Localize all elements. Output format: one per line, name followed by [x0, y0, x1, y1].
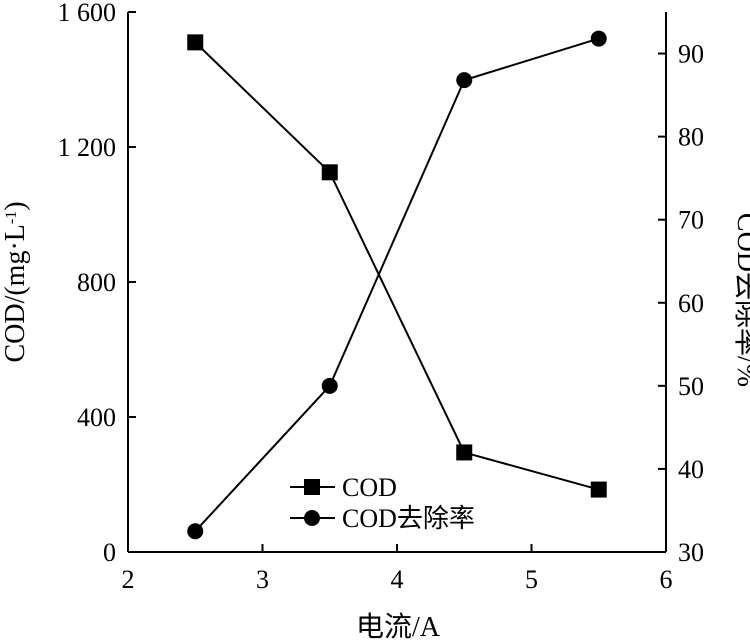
y-tick-label: 0: [103, 538, 116, 567]
x-axis-title: 电流/A: [356, 611, 441, 640]
y2-tick-label: 90: [678, 40, 704, 69]
legend-item: COD去除率: [290, 504, 475, 533]
series-cod-removal-rate: [187, 30, 607, 540]
y2-tick-label: 60: [678, 289, 704, 318]
x-tick-label: 2: [122, 565, 135, 594]
y2-axis-title: COD去除率/%: [731, 213, 750, 387]
y-tick-label: 1 200: [58, 133, 117, 162]
y-axis-title-main: COD/(mg·L: [0, 224, 31, 362]
legend-label: COD: [342, 473, 397, 502]
y2-tick-label: 50: [678, 372, 704, 401]
legend-marker-circle: [304, 510, 320, 526]
y2-tick-label: 80: [678, 123, 704, 152]
data-point-square: [456, 444, 473, 461]
series-line: [194, 41, 600, 491]
y-axis-title-end: ): [0, 201, 31, 210]
y-tick-label: 400: [77, 403, 116, 432]
series-line: [194, 37, 600, 532]
y2-tick-label: 70: [678, 206, 704, 235]
y-tick-label: 800: [77, 268, 116, 297]
data-point-square: [321, 164, 338, 181]
data-point-circle: [321, 377, 338, 394]
x-tick-label: 6: [660, 565, 673, 594]
data-point-square: [187, 34, 204, 51]
data-point-circle: [456, 72, 473, 89]
data-point-circle: [187, 523, 204, 540]
y2-tick-label: 40: [678, 455, 704, 484]
y2-tick-label: 30: [678, 538, 704, 567]
series-layer: [187, 30, 607, 540]
y-axis-title-superscript: -1: [3, 211, 20, 224]
y-axis-title: COD/(mg·L-1): [0, 201, 31, 362]
x-tick-label: 3: [256, 565, 269, 594]
legend-item: COD: [290, 473, 397, 502]
legend-label: COD去除率: [342, 504, 475, 533]
data-point-circle: [590, 30, 607, 47]
data-point-square: [590, 481, 607, 498]
series-cod: [187, 34, 607, 498]
legend-marker-square: [304, 479, 320, 495]
x-tick-label: 4: [391, 565, 404, 594]
x-tick-label: 5: [525, 565, 538, 594]
y-tick-label: 1 600: [58, 0, 117, 27]
